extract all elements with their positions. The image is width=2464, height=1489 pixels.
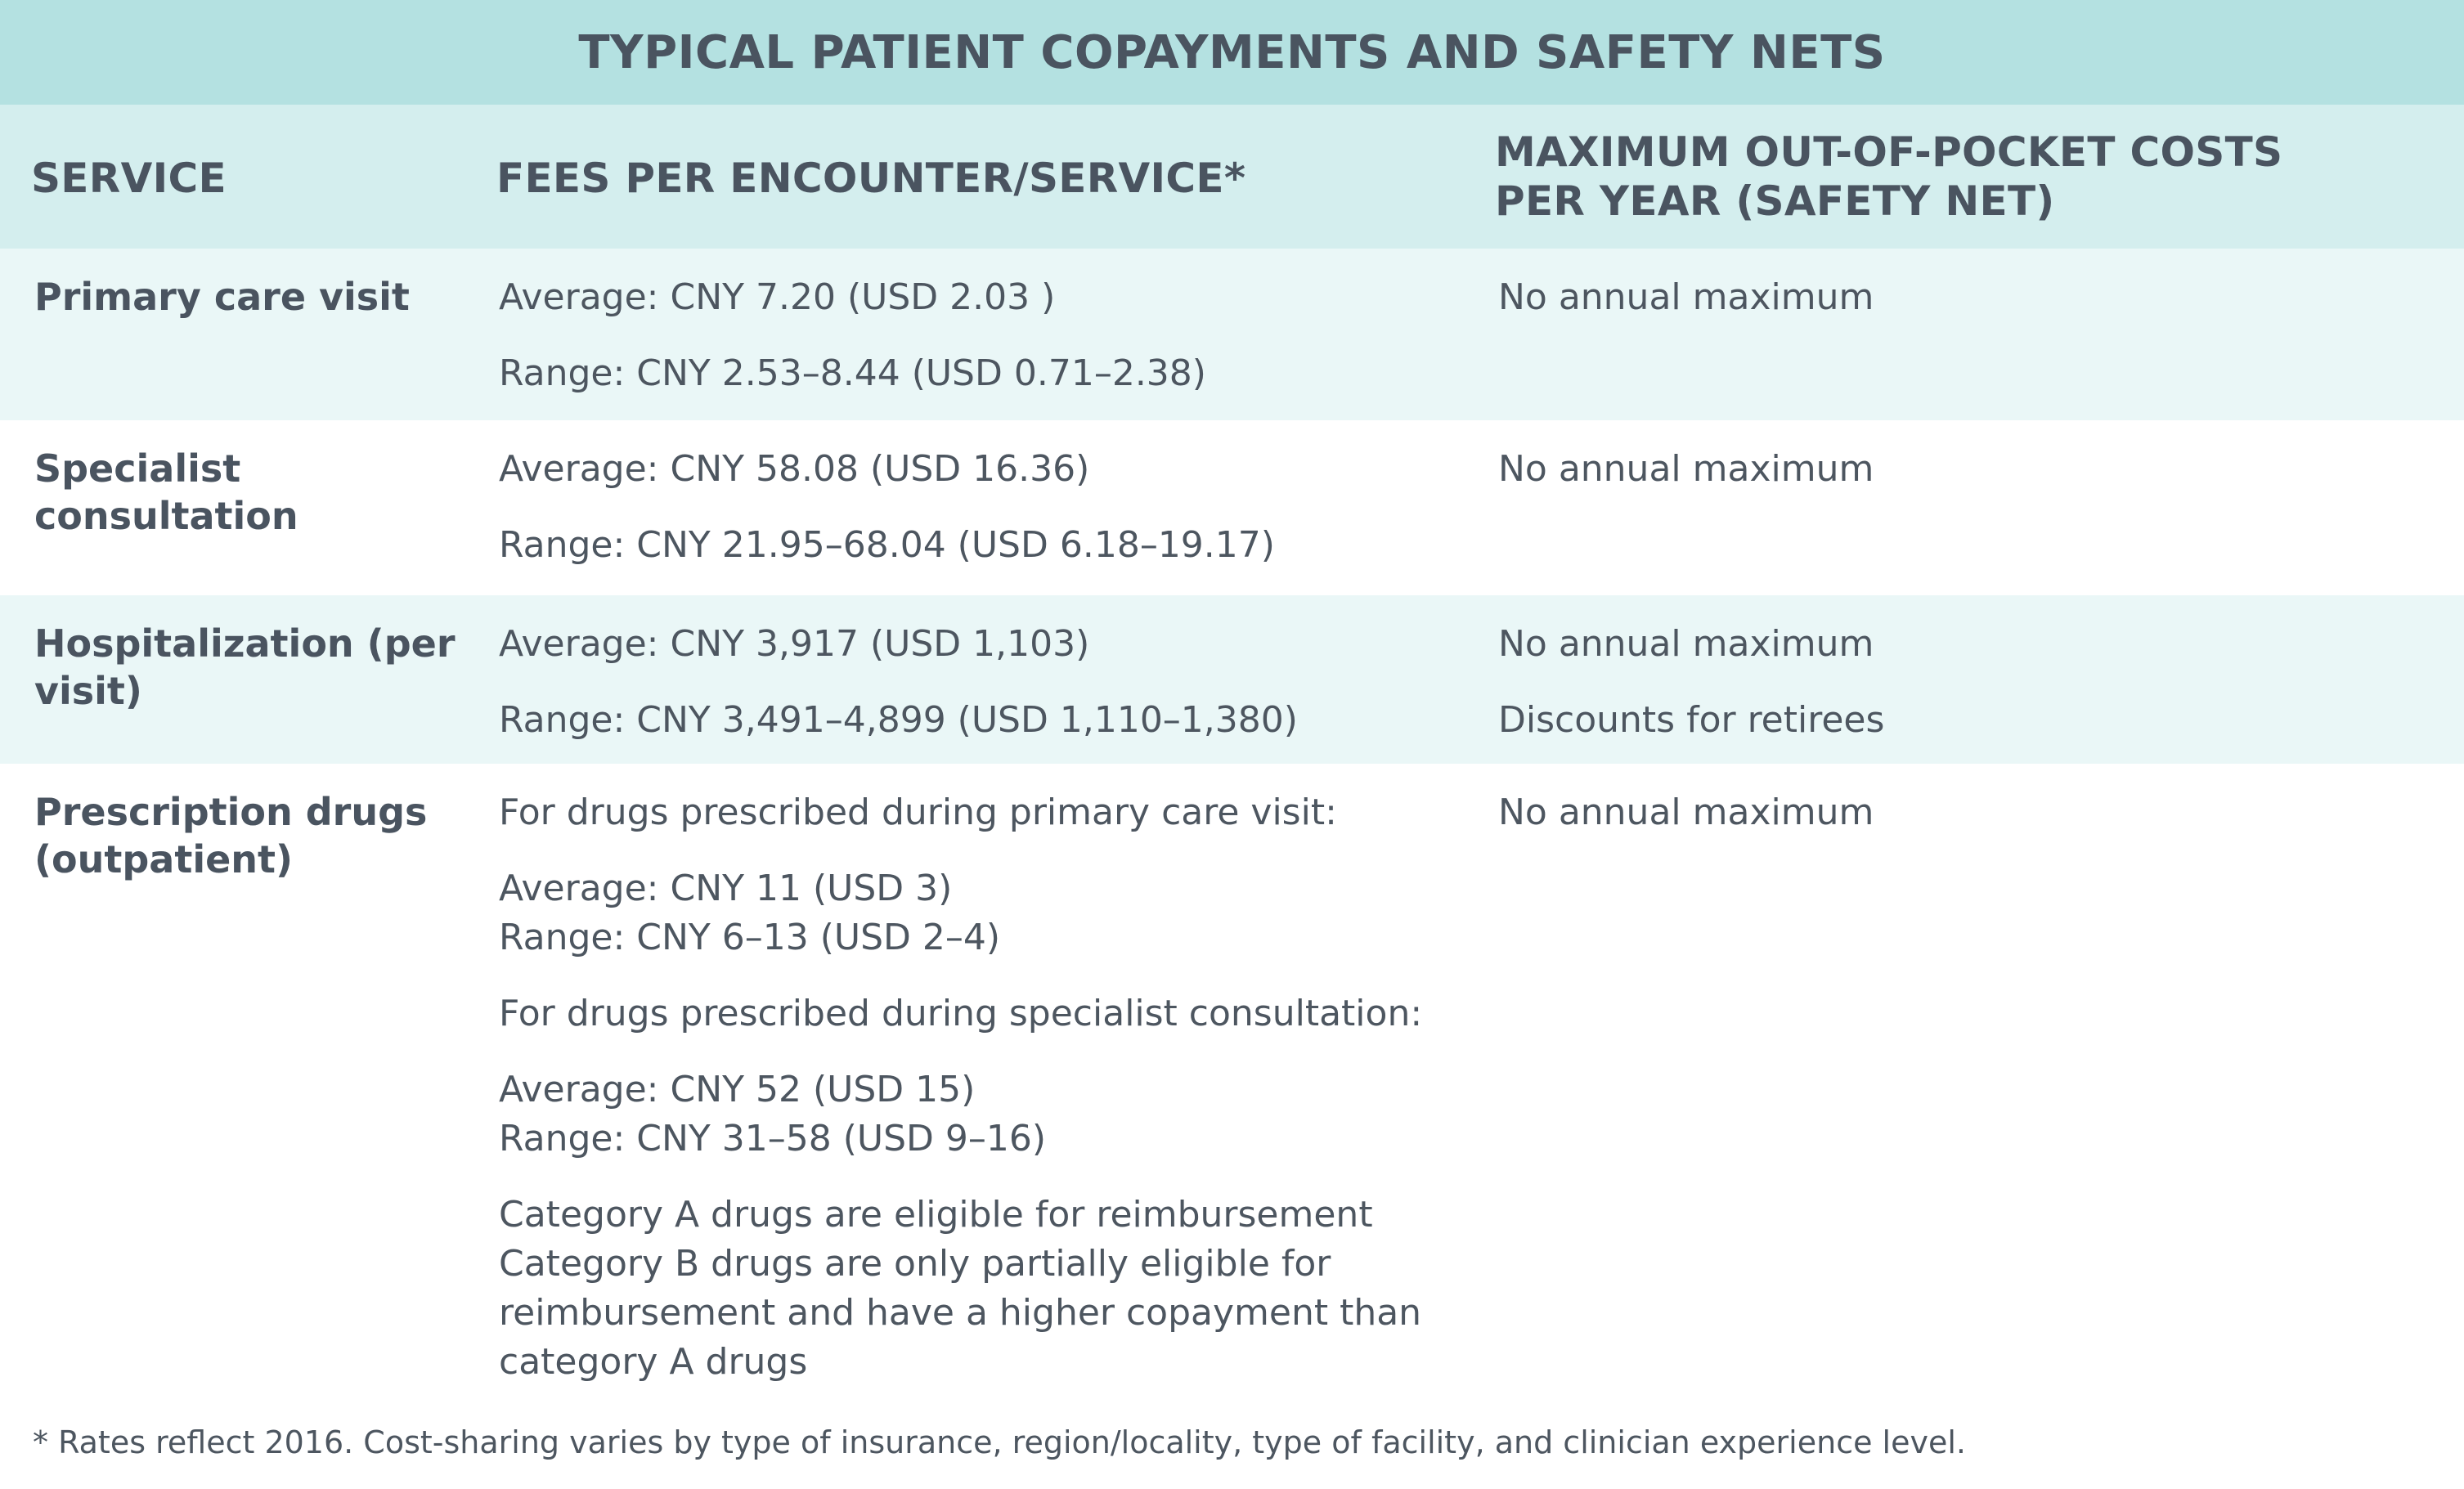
table-row-specialist: Specialist consultation Average: CNY 58.… xyxy=(0,420,2464,595)
header-fees: FEES PER ENCOUNTER/SERVICE* xyxy=(496,155,1246,202)
max-value: No annual maximum xyxy=(1498,448,1874,490)
fee-average: Average: CNY 52 (USD 15) xyxy=(499,1069,976,1110)
fee-note: category A drugs xyxy=(499,1341,808,1383)
fee-cell: Average: CNY 3,917 (USD 1,103) Range: CN… xyxy=(499,620,1439,745)
max-value: No annual maximum xyxy=(1498,792,1874,833)
max-value: No annual maximum xyxy=(1498,623,1874,665)
table-header-row: SERVICE FEES PER ENCOUNTER/SERVICE* MAXI… xyxy=(0,105,2464,249)
service-name-line: (outpatient) xyxy=(34,837,294,881)
max-cell: No annual maximum xyxy=(1498,273,2316,322)
fee-average: Average: CNY 7.20 (USD 2.03 ) xyxy=(499,276,1056,318)
footnote: * Rates reflect 2016. Cost-sharing varie… xyxy=(33,1424,1966,1460)
header-max-out-of-pocket: MAXIMUM OUT-OF-POCKET COSTS PER YEAR (SA… xyxy=(1495,128,2313,226)
max-cell: No annual maximum xyxy=(1498,445,2316,494)
fee-subheading: For drugs prescribed during primary care… xyxy=(499,792,1337,833)
service-name: Prescription drugs (outpatient) xyxy=(34,788,460,883)
header-max-line-2: PER YEAR (SAFETY NET) xyxy=(1495,177,2055,225)
fee-average: Average: CNY 3,917 (USD 1,103) xyxy=(499,623,1090,665)
service-name: Primary care visit xyxy=(34,273,460,321)
fee-range: Range: CNY 3,491–4,899 (USD 1,110–1,380) xyxy=(499,699,1298,741)
service-name-line: visit) xyxy=(34,669,142,713)
service-name-line: Primary care visit xyxy=(34,275,410,319)
fee-average: Average: CNY 58.08 (USD 16.36) xyxy=(499,448,1090,490)
table-row-prescription-drugs: Prescription drugs (outpatient) For drug… xyxy=(0,764,2464,1418)
table-title: TYPICAL PATIENT COPAYMENTS AND SAFETY NE… xyxy=(578,25,1886,79)
service-name-line: consultation xyxy=(34,494,298,538)
fee-range: Range: CNY 2.53–8.44 (USD 0.71–2.38) xyxy=(499,352,1206,394)
fee-range: Range: CNY 31–58 (USD 9–16) xyxy=(499,1118,1047,1159)
max-value: No annual maximum xyxy=(1498,276,1874,318)
table-row-hospitalization: Hospitalization (per visit) Average: CNY… xyxy=(0,595,2464,764)
header-service: SERVICE xyxy=(31,155,227,202)
title-bar: TYPICAL PATIENT COPAYMENTS AND SAFETY NE… xyxy=(0,0,2464,105)
max-cell: No annual maximum Discounts for retirees xyxy=(1498,620,2316,745)
max-value: Discounts for retirees xyxy=(1498,699,1885,741)
table-row-primary-care: Primary care visit Average: CNY 7.20 (US… xyxy=(0,249,2464,420)
fee-cell: Average: CNY 7.20 (USD 2.03 ) Range: CNY… xyxy=(499,273,1439,398)
fee-note: Category B drugs are only partially elig… xyxy=(499,1243,1331,1285)
fee-subheading: For drugs prescribed during specialist c… xyxy=(499,993,1423,1034)
max-cell: No annual maximum xyxy=(1498,788,2316,837)
service-name-line: Specialist xyxy=(34,446,241,491)
service-name-line: Prescription drugs xyxy=(34,790,428,834)
service-name: Specialist consultation xyxy=(34,445,460,540)
header-max-line-1: MAXIMUM OUT-OF-POCKET COSTS xyxy=(1495,128,2283,176)
fee-range: Range: CNY 21.95–68.04 (USD 6.18–19.17) xyxy=(499,524,1275,566)
fee-note: Category A drugs are eligible for reimbu… xyxy=(499,1194,1373,1236)
fee-cell: For drugs prescribed during primary care… xyxy=(499,788,1439,1387)
fee-cell: Average: CNY 58.08 (USD 16.36) Range: CN… xyxy=(499,445,1439,570)
fee-note: reimbursement and have a higher copaymen… xyxy=(499,1292,1422,1334)
fee-range: Range: CNY 6–13 (USD 2–4) xyxy=(499,917,1001,958)
fee-average: Average: CNY 11 (USD 3) xyxy=(499,868,953,909)
service-name-line: Hospitalization (per xyxy=(34,621,456,666)
service-name: Hospitalization (per visit) xyxy=(34,620,460,715)
